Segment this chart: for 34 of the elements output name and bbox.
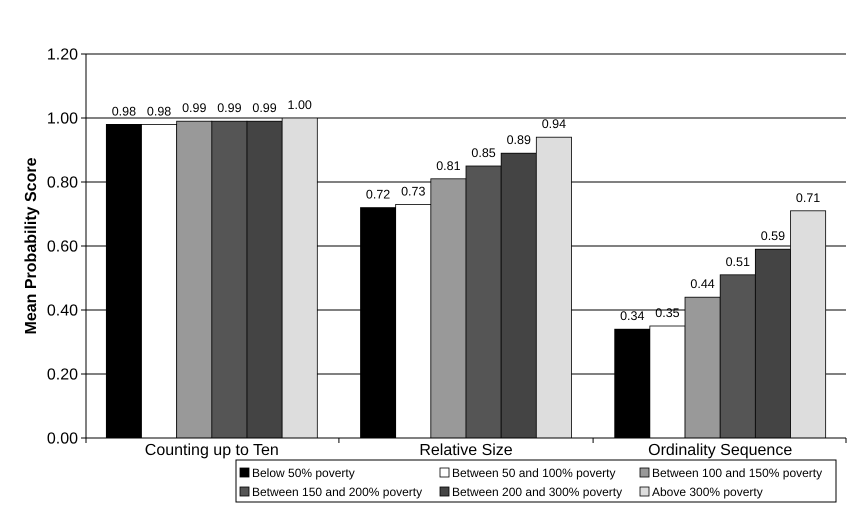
data-label: 0.34 — [620, 309, 644, 324]
data-label: 0.99 — [252, 101, 277, 116]
data-label: 0.44 — [690, 277, 715, 292]
data-label: 0.85 — [471, 146, 496, 160]
x-tick-label: Relative Size — [419, 442, 513, 459]
legend-label: Above 300% poverty — [652, 485, 763, 500]
data-label: 0.81 — [436, 158, 461, 173]
legend-label: Between 100 and 150% poverty — [652, 466, 822, 480]
y-tick-label: 0.20 — [46, 366, 78, 384]
data-label: 0.89 — [506, 133, 531, 148]
data-label: 0.71 — [796, 190, 820, 205]
data-label: 1.00 — [288, 98, 312, 112]
y-tick-label: 0.00 — [46, 430, 78, 448]
data-label: 0.98 — [112, 104, 136, 118]
data-label: 0.99 — [217, 101, 242, 116]
x-tick-label: Ordinality Sequence — [648, 442, 792, 459]
y-tick-label: 1.00 — [46, 110, 78, 128]
data-label: 0.99 — [182, 101, 206, 116]
data-label: 0.98 — [146, 104, 172, 118]
y-tick-label: 1.20 — [46, 46, 78, 64]
data-label: 0.73 — [401, 184, 426, 198]
legend-label: Between 50 and 100% poverty — [452, 466, 616, 480]
legend-label: Below 50% poverty — [252, 466, 355, 480]
data-label: 0.72 — [366, 188, 390, 202]
legend-label: Between 200 and 300% poverty — [452, 485, 622, 500]
y-tick-label: 0.80 — [46, 174, 78, 192]
y-tick-label: 0.60 — [46, 238, 78, 256]
data-label: 0.51 — [726, 254, 750, 269]
y-axis-title: Mean Probability Score — [23, 157, 40, 334]
data-label: 0.59 — [760, 229, 786, 244]
x-tick-label: Counting up to Ten — [144, 442, 279, 459]
data-label: 0.94 — [542, 117, 566, 132]
y-tick-label: 0.40 — [46, 302, 78, 320]
legend-label: Between 150 and 200% poverty — [252, 485, 422, 500]
